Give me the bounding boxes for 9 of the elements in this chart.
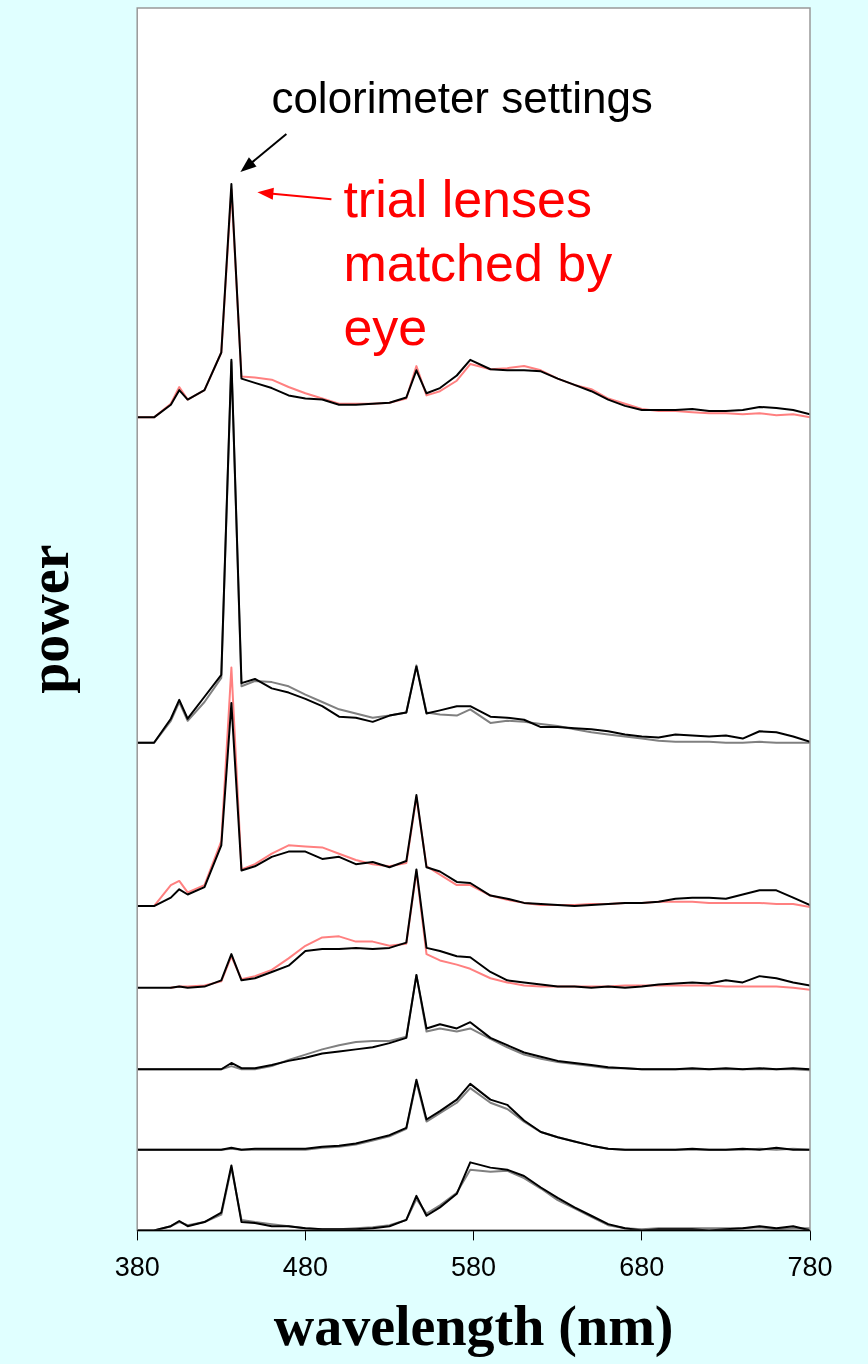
y-axis-title: power: [18, 544, 81, 694]
x-tick-label: 580: [451, 1252, 497, 1283]
annotation: trial lenses matched by eye: [343, 169, 614, 359]
x-tick-label: 480: [282, 1252, 328, 1283]
x-tick-label: 680: [619, 1252, 665, 1283]
x-tick-label: 780: [787, 1252, 833, 1283]
x-axis-title: wavelength (nm): [273, 1294, 674, 1358]
x-tick-label: 380: [114, 1252, 160, 1283]
annotation: colorimeter settings: [271, 72, 653, 124]
